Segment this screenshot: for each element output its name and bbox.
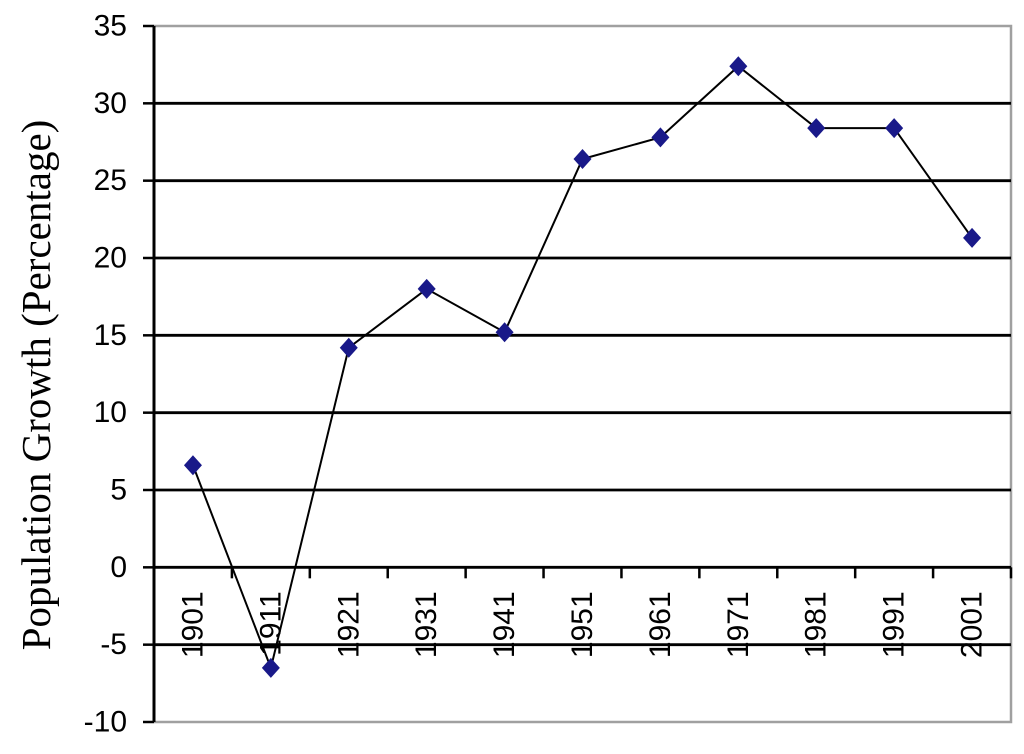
x-tick-label-1931: 1931 [410,591,443,658]
data-point-marker-1911 [261,657,280,678]
x-axis [152,567,1013,579]
y-tick-label-10: 10 [94,396,127,429]
data-point-marker-1931 [417,278,436,299]
y-axis-labels: 35 30 25 20 15 10 5 0 -5 -10 [84,10,127,739]
x-tick-label-1991: 1991 [878,591,911,658]
data-point-marker-1991 [885,118,904,139]
y-tick-label-35: 35 [94,10,127,43]
plot-border-line [154,24,1013,724]
x-tick-label-2001: 2001 [956,591,989,658]
x-axis-labels: 1901 1911 1921 1931 1941 1951 1961 1971 1981 1991… [176,591,988,658]
series [183,56,982,678]
data-point-marker-1961 [651,127,670,148]
x-tick-label-1971: 1971 [722,591,755,658]
y-tick-label-30: 30 [94,87,127,120]
y-tick-label-5: 5 [110,474,127,507]
plot-border [154,24,1013,724]
data-point-marker-1981 [807,118,826,139]
x-tick-label-1981: 1981 [800,591,833,658]
y-tick-label-0: 0 [110,551,127,584]
data-point-marker-1901 [183,455,202,476]
data-point-marker-1921 [339,337,358,358]
x-tick-label-1951: 1951 [566,591,599,658]
y-tick-label--5: -5 [100,628,127,661]
y-tick-label-20: 20 [94,242,127,275]
data-point-marker-1951 [573,149,592,170]
y-tick-label-25: 25 [94,164,127,197]
y-axis [143,24,156,724]
y-axis-title: Population Growth (Percentage) [13,120,59,651]
x-tick-label-1901: 1901 [176,591,209,658]
gridlines [154,101,1011,647]
y-tick-label--10: -10 [84,706,127,739]
x-tick-label-1921: 1921 [332,591,365,658]
data-point-marker-1971 [729,56,748,77]
data-point-marker-1941 [495,322,514,343]
x-tick-label-1941: 1941 [488,591,521,658]
data-point-marker-2001 [963,227,982,248]
x-tick-label-1961: 1961 [644,591,677,658]
y-tick-label-15: 15 [94,319,127,352]
